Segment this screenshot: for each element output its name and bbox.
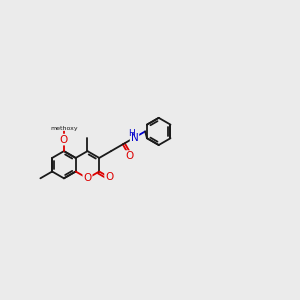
Text: O: O bbox=[60, 135, 68, 145]
Text: N: N bbox=[131, 133, 138, 142]
Text: H: H bbox=[128, 129, 135, 138]
Text: O: O bbox=[125, 151, 134, 161]
Text: H: H bbox=[131, 133, 138, 142]
Text: O: O bbox=[83, 173, 92, 183]
Text: O: O bbox=[105, 172, 113, 182]
Text: methoxy: methoxy bbox=[50, 125, 78, 130]
